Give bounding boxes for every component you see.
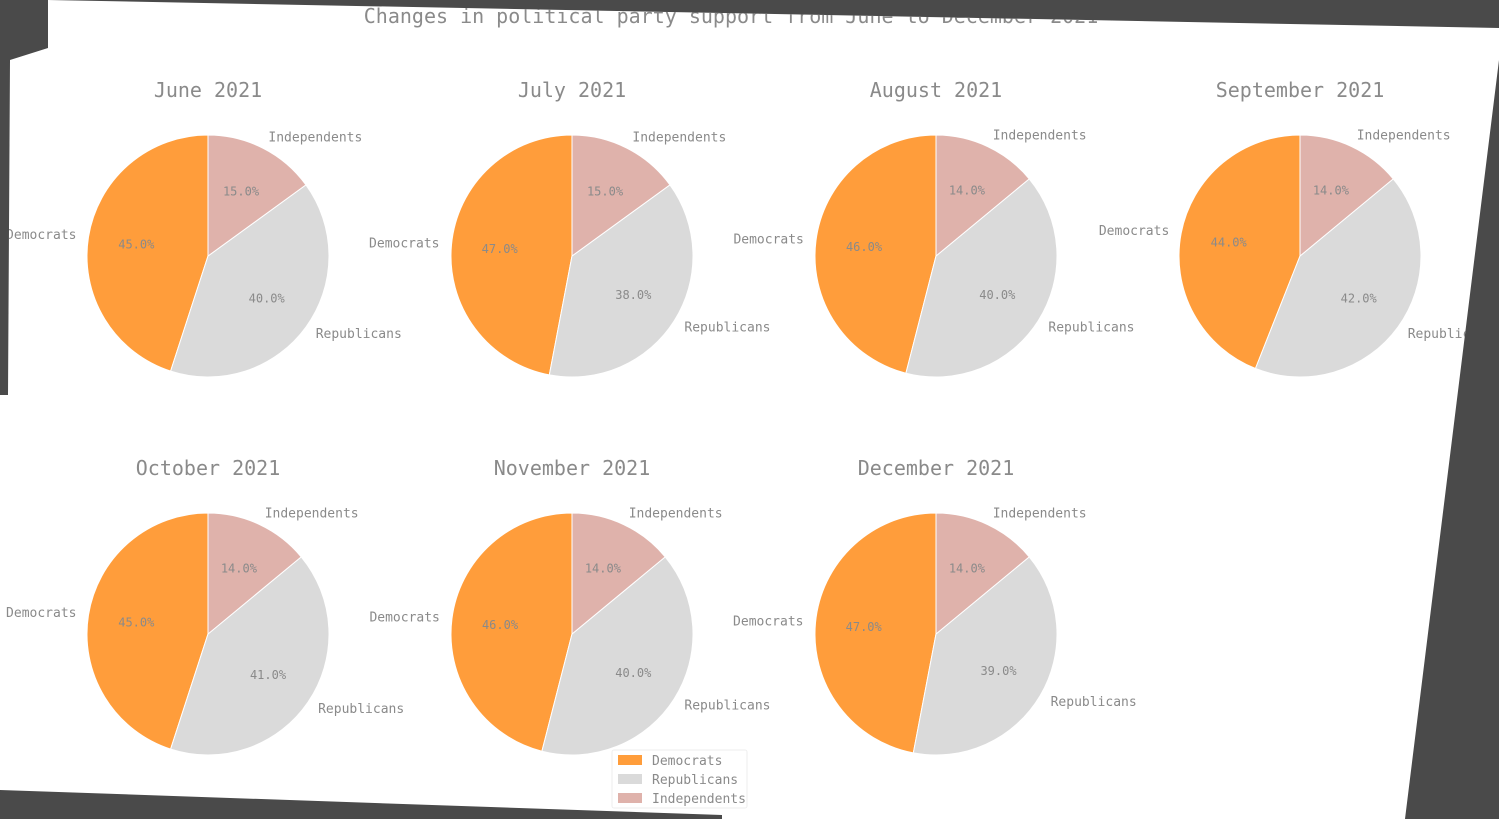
pie-slice-independents <box>935 134 1030 258</box>
slice-label: Democrats <box>733 232 803 247</box>
percent-label: 40.0% <box>615 666 652 680</box>
legend-label-democrats: Democrats <box>652 754 722 769</box>
percent-label: 44.0% <box>1211 235 1248 249</box>
pie-title: August 2021 <box>870 78 1002 102</box>
slice-label: Independents <box>993 507 1087 522</box>
pie-slice-republicans <box>169 184 330 378</box>
legend-swatch-independents <box>618 793 642 803</box>
slice-label: Independents <box>993 129 1087 144</box>
pie-slice-republicans <box>1254 178 1422 378</box>
pie-title: November 2021 <box>494 456 651 480</box>
pie-title: October 2021 <box>136 456 281 480</box>
percent-label: 15.0% <box>587 184 624 198</box>
percent-label: 45.0% <box>118 616 155 630</box>
pie-slice-independents <box>207 512 302 636</box>
percent-label: 47.0% <box>482 242 519 256</box>
pie-october-2021: October 2021 Democrats 45.0% Republicans 41.… <box>6 456 404 756</box>
slice-label: Republicans <box>684 320 770 335</box>
slice-label: Democrats <box>733 615 803 630</box>
pie-slice-independents <box>1299 134 1394 258</box>
percent-label: 46.0% <box>482 618 519 632</box>
pie-slice-republicans <box>905 178 1058 378</box>
pie-slice-independents <box>207 134 307 257</box>
percent-label: 39.0% <box>980 664 1017 678</box>
pie-slice-democrats <box>450 134 573 376</box>
percent-label: 14.0% <box>221 561 258 575</box>
legend-swatch-republicans <box>618 774 642 784</box>
chart-title: Changes in political party support from … <box>364 4 1099 28</box>
pie-slice-independents <box>571 512 666 636</box>
percent-label: 14.0% <box>949 561 986 575</box>
legend: Democrats Republicans Independents <box>611 749 748 809</box>
pie-slice-democrats <box>86 134 209 372</box>
slice-label: Independents <box>1357 129 1451 144</box>
pie-slice-republicans <box>912 556 1058 756</box>
slice-label: Independents <box>632 130 726 145</box>
slice-label: Republicans <box>684 698 770 713</box>
slice-label: Republicans <box>316 327 402 342</box>
slice-label: Independents <box>268 130 362 145</box>
pie-title: July 2021 <box>518 78 626 102</box>
pie-slice-democrats <box>86 512 209 750</box>
pie-title: June 2021 <box>154 78 262 102</box>
pie-panels: June 2021 Democrats 45.0% Republicans 40.0% I… <box>6 78 1494 756</box>
percent-label: 41.0% <box>250 668 287 682</box>
percent-label: 40.0% <box>249 292 286 306</box>
pie-june-2021: June 2021 Democrats 45.0% Republicans 40.0% I… <box>6 78 402 378</box>
percent-label: 14.0% <box>1313 183 1350 197</box>
pie-title: September 2021 <box>1216 78 1385 102</box>
pie-september-2021: September 2021 Democrats 44.0% Republicans 4… <box>1099 78 1494 378</box>
pie-august-2021: August 2021 Democrats 46.0% Republicans 40.0… <box>733 78 1134 378</box>
slice-label: Independents <box>629 507 723 522</box>
pie-november-2021: November 2021 Democrats 46.0% Republicans 40… <box>369 456 770 756</box>
slice-label: Republicans <box>1408 327 1494 342</box>
slice-label: Republicans <box>1048 320 1134 335</box>
slice-label: Democrats <box>6 228 76 243</box>
pie-slice-republicans <box>169 556 330 756</box>
slice-label: Democrats <box>1099 224 1169 239</box>
percent-label: 15.0% <box>223 184 260 198</box>
legend-label-independents: Independents <box>652 792 746 807</box>
pie-december-2021: December 2021 Democrats 47.0% Republicans 39… <box>733 456 1137 756</box>
pie-slice-democrats <box>1178 134 1301 370</box>
legend-swatch-democrats <box>618 755 642 765</box>
slice-label: Democrats <box>369 237 439 252</box>
slice-label: Republicans <box>318 702 404 717</box>
percent-label: 46.0% <box>846 240 883 254</box>
slice-label: Independents <box>265 507 359 522</box>
pie-slice-republicans <box>541 556 694 756</box>
pie-title: December 2021 <box>858 456 1015 480</box>
pie-slice-independents <box>571 134 671 257</box>
slice-label: Democrats <box>6 606 76 621</box>
legend-label-republicans: Republicans <box>652 773 738 788</box>
percent-label: 38.0% <box>615 288 652 302</box>
percent-label: 40.0% <box>979 288 1016 302</box>
pie-slice-democrats <box>450 512 573 752</box>
pie-july-2021: July 2021 Democrats 47.0% Republicans 38.0% I… <box>369 78 770 378</box>
percent-label: 45.0% <box>118 238 155 252</box>
legend-frame <box>611 749 748 809</box>
pie-slice-democrats <box>814 134 937 374</box>
percent-label: 47.0% <box>846 620 883 634</box>
percent-label: 14.0% <box>949 183 986 197</box>
pie-slice-independents <box>935 512 1030 636</box>
pie-slice-republicans <box>548 184 694 378</box>
pie-slice-democrats <box>814 512 937 754</box>
percent-label: 14.0% <box>585 561 622 575</box>
percent-label: 42.0% <box>1341 292 1378 306</box>
slice-label: Republicans <box>1051 695 1137 710</box>
slice-label: Democrats <box>369 610 439 625</box>
